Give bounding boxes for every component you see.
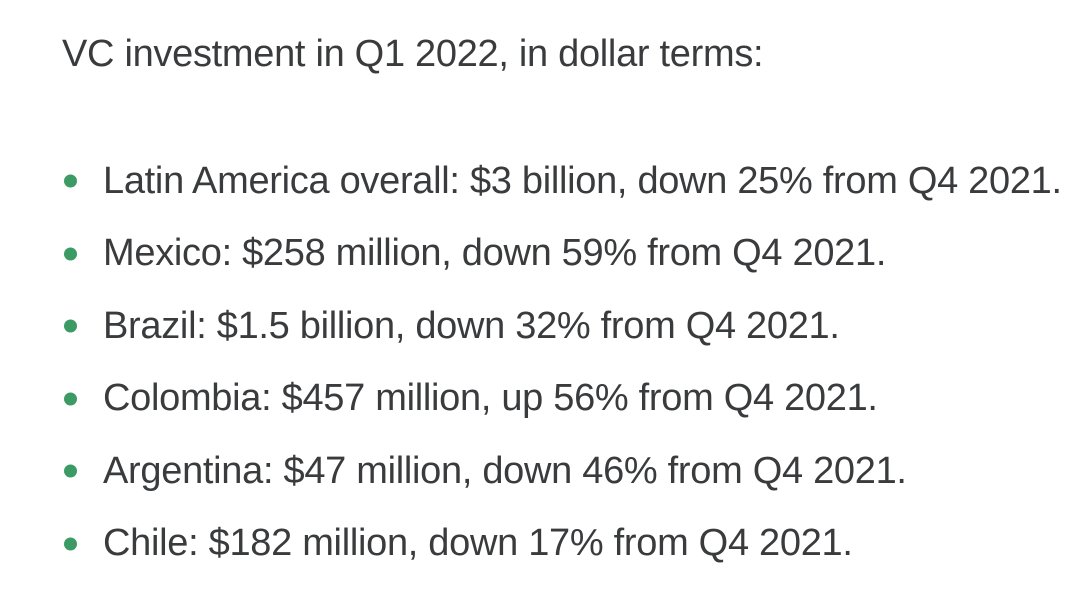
bullet-dot-icon [64, 464, 77, 478]
bullet-dot-icon [64, 392, 77, 406]
list-item: Brazil: $1.5 billion, down 32% from Q4 2… [62, 290, 1066, 363]
page-title: VC investment in Q1 2022, in dollar term… [62, 33, 764, 75]
list-item-text: Brazil: $1.5 billion, down 32% from Q4 2… [103, 304, 840, 347]
list-item: Mexico: $258 million, down 59% from Q4 2… [62, 218, 1066, 291]
bullet-dot-icon [64, 247, 77, 261]
bullet-dot-icon [64, 319, 77, 333]
bullet-dot-icon [64, 174, 77, 188]
vc-investment-list: Latin America overall: $3 billion, down … [62, 145, 1066, 580]
list-item: Argentina: $47 million, down 46% from Q4… [62, 435, 1066, 508]
list-item: Chile: $182 million, down 17% from Q4 20… [62, 508, 1066, 581]
list-item-text: Argentina: $47 million, down 46% from Q4… [103, 449, 907, 492]
list-item: Colombia: $457 million, up 56% from Q4 2… [62, 363, 1066, 436]
list-item-text: Colombia: $457 million, up 56% from Q4 2… [103, 377, 878, 420]
list-item-text: Latin America overall: $3 billion, down … [103, 159, 1062, 202]
list-item-text: Mexico: $258 million, down 59% from Q4 2… [103, 232, 887, 275]
bullet-dot-icon [64, 537, 77, 551]
list-item: Latin America overall: $3 billion, down … [62, 145, 1066, 218]
list-item-text: Chile: $182 million, down 17% from Q4 20… [103, 522, 853, 565]
article-snippet: VC investment in Q1 2022, in dollar term… [62, 33, 1066, 580]
